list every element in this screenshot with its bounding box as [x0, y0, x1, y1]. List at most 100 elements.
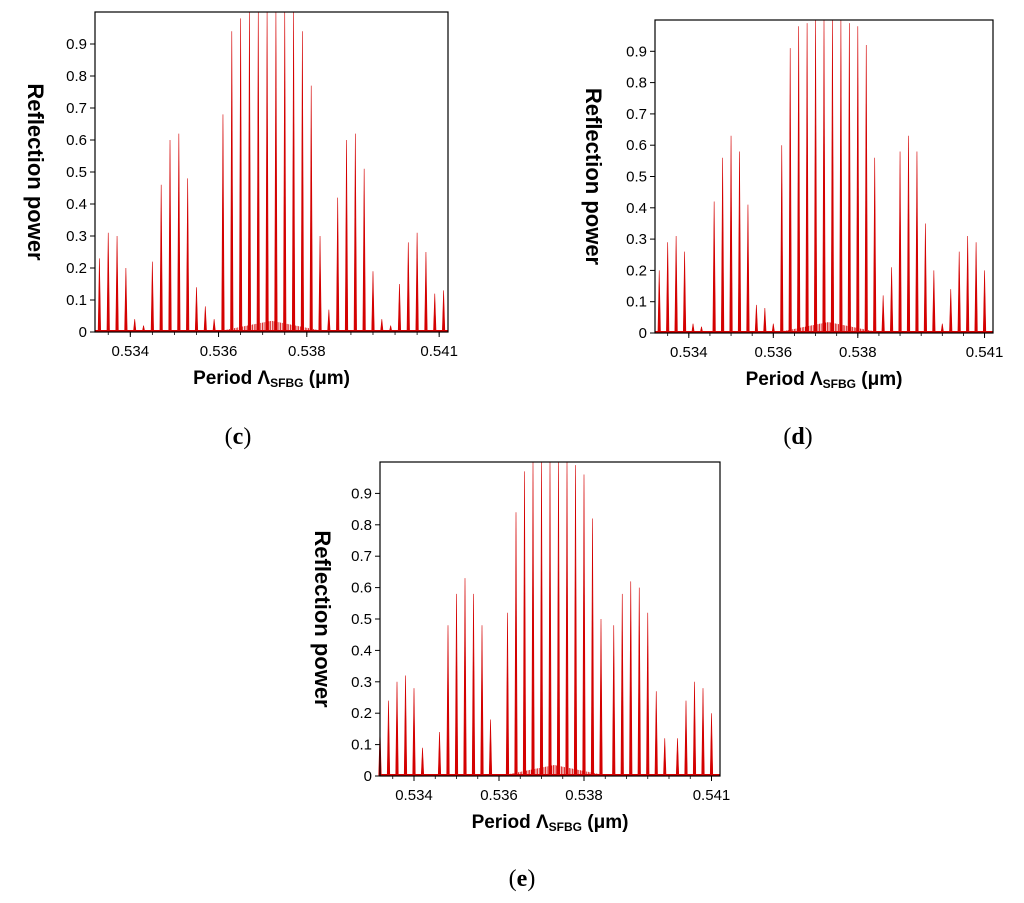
peak-c-3-0 — [327, 309, 331, 333]
y-axis-title-c: Reflection power — [23, 83, 48, 261]
caption-e-letter: e — [516, 866, 528, 892]
peak-d-1-6 — [763, 307, 767, 334]
x-axis-title-sub-c: SFBG — [270, 376, 303, 390]
y-tick-label-d-8: 0.8 — [626, 75, 647, 92]
x-axis-d: 0.534 0.536 0.538 0.541 — [667, 333, 1004, 361]
y-tick-label-c-8: 0.8 — [66, 68, 87, 85]
peak-d-2-4 — [813, 19, 818, 334]
peak-d-1-0 — [712, 201, 716, 334]
peak-d-0-1 — [666, 242, 670, 334]
peak-c-2-2 — [239, 18, 243, 333]
x-tick-label-d-3: 0.541 — [966, 344, 1004, 361]
y-axis-title-d: Reflection power — [581, 88, 606, 266]
x-tick-label-d-0: 0.534 — [670, 344, 708, 361]
peak-d-3-5 — [923, 223, 928, 334]
peak-d-2-6 — [830, 19, 835, 334]
y-tick-label-d-2: 0.2 — [626, 262, 647, 279]
x-tick-label-e-0: 0.534 — [395, 787, 433, 804]
peak-c-4-5 — [441, 290, 446, 333]
y-axis-d: 0 0.1 0.2 0.3 0.4 0.5 0.6 0.7 0.8 0.9 — [626, 43, 655, 342]
caption-c-letter: c — [232, 424, 244, 450]
peak-d-2-2 — [797, 26, 801, 334]
peak-d-2-1 — [788, 48, 792, 334]
peak-c-1-1 — [159, 184, 163, 333]
peak-c-1-2 — [168, 139, 172, 333]
peak-e-0-1 — [386, 700, 391, 777]
x-axis-title-main-e: Period Λ — [472, 812, 549, 833]
y-tick-label-d-6: 0.6 — [626, 137, 647, 154]
peak-d-2-3 — [805, 23, 809, 334]
peak-d-3-2 — [898, 151, 902, 334]
x-axis-title-d: Period ΛSFBG (μm) — [746, 369, 903, 391]
panel-d: 0 0.1 0.2 0.3 0.4 0.5 0.6 0.7 0.8 0.9 0.534 0.536 0.… — [560, 0, 1024, 460]
peak-e-3-1 — [620, 593, 624, 777]
y-tick-label-c-1: 0.1 — [66, 292, 87, 309]
x-axis-e: 0.534 0.536 0.538 0.541 — [392, 776, 731, 804]
x-axis-title-sub-d: SFBG — [823, 377, 856, 391]
peak-d-2-5 — [822, 19, 826, 334]
peak-e-4-3 — [701, 688, 705, 777]
peak-e-4-4 — [709, 713, 714, 777]
x-axis-title-main-c: Period Λ — [193, 368, 270, 389]
peak-d-1-5 — [754, 304, 759, 334]
y-tick-label-e-0: 0 — [364, 768, 372, 785]
y-tick-label-c-6: 0.6 — [66, 132, 87, 149]
x-axis-title-unit-e: (μm) — [582, 812, 628, 833]
peak-d-1-2 — [729, 135, 733, 334]
peak-c-0-1 — [106, 232, 110, 333]
x-tick-label-d-1: 0.536 — [755, 344, 793, 361]
peak-e-1-6 — [488, 719, 493, 777]
x-tick-label-c-0: 0.534 — [112, 343, 150, 360]
peak-e-0-2 — [395, 681, 399, 777]
y-tick-label-d-7: 0.7 — [626, 106, 647, 123]
peak-c-1-0 — [150, 261, 154, 333]
peak-c-1-4 — [186, 178, 190, 333]
x-axis-title-c: Period ΛSFBG (μm) — [193, 368, 350, 390]
x-tick-label-e-2: 0.538 — [565, 787, 603, 804]
peak-e-1-1 — [446, 625, 450, 777]
peak-d-3-6 — [932, 270, 936, 334]
peak-d-1-4 — [746, 204, 750, 334]
peak-c-2-5 — [265, 11, 269, 333]
y-tick-label-e-3: 0.3 — [351, 674, 372, 691]
x-tick-label-c-3: 0.541 — [420, 343, 458, 360]
peak-c-3-5 — [371, 271, 375, 333]
chart-c: 00.10.20.30.40.50.60.70.80.90.534 0.536 0.… — [23, 11, 458, 390]
y-tick-label-d-0: 0 — [639, 325, 647, 342]
peak-c-2-6 — [274, 11, 278, 333]
peak-e-2-11 — [599, 618, 603, 777]
y-tick-label-d-3: 0.3 — [626, 231, 647, 248]
peak-c-4-2 — [415, 232, 419, 333]
x-axis-title-unit-c: (μm) — [303, 368, 349, 389]
peak-e-1-3 — [463, 578, 467, 777]
peak-c-0-2 — [115, 235, 119, 333]
peak-c-4-0 — [397, 283, 402, 333]
caption-d-letter: d — [791, 424, 805, 450]
peak-c-3-2 — [344, 139, 349, 333]
x-tick-label-d-2: 0.538 — [839, 344, 877, 361]
peak-e-3-2 — [629, 581, 633, 777]
y-tick-label-d-1: 0.1 — [626, 294, 647, 311]
series-e — [378, 461, 714, 777]
peak-d-3-3 — [906, 135, 911, 334]
peak-e-0-4 — [412, 688, 416, 777]
y-tick-label-e-8: 0.8 — [351, 517, 372, 534]
peak-d-2-0 — [780, 145, 784, 334]
peak-c-4-1 — [406, 242, 410, 333]
peak-e-1-4 — [471, 593, 476, 777]
peak-e-0-5 — [420, 747, 425, 777]
x-tick-label-e-3: 0.541 — [693, 787, 731, 804]
peak-e-2-6 — [556, 461, 561, 777]
peak-c-2-9 — [300, 31, 304, 333]
y-axis-e: 0 0.1 0.2 0.3 0.4 0.5 0.6 0.7 0.8 0.9 — [351, 485, 380, 785]
y-tick-label-c-2: 0.2 — [66, 260, 87, 277]
series-c — [97, 11, 446, 333]
peak-d-2-7 — [839, 19, 843, 334]
peak-c-1-3 — [177, 133, 181, 333]
peak-d-4-0 — [949, 289, 953, 334]
y-tick-label-e-6: 0.6 — [351, 580, 372, 597]
peak-e-3-0 — [612, 625, 616, 777]
x-axis-c: 0.534 0.536 0.538 0.541 — [107, 332, 458, 360]
y-axis-title-e: Reflection power — [310, 530, 335, 708]
peak-e-3-4 — [646, 612, 650, 777]
